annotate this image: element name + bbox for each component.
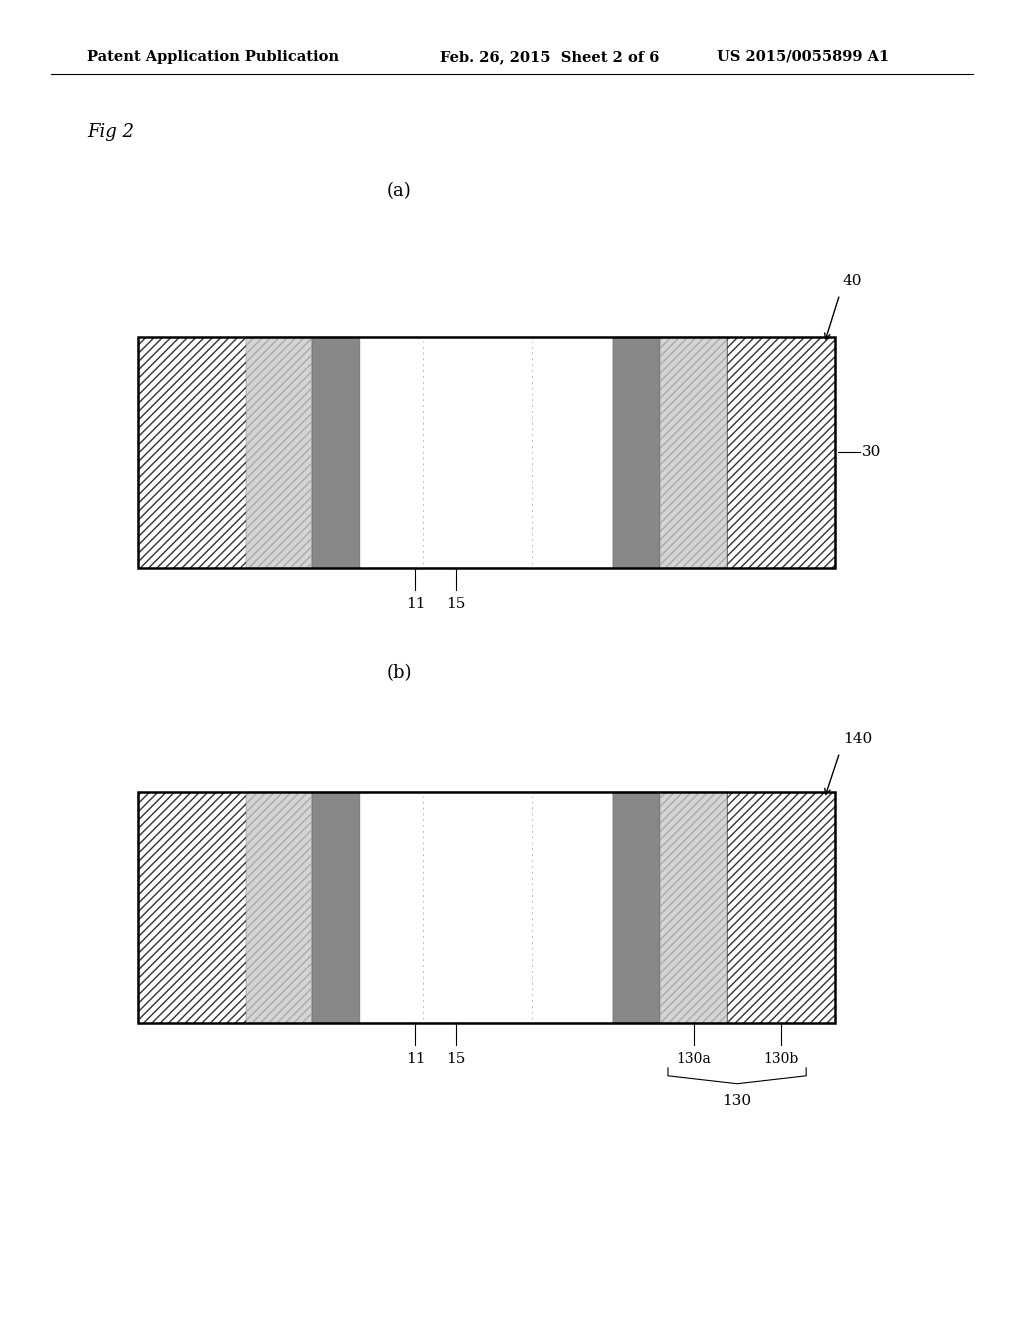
Text: (a): (a): [387, 182, 412, 201]
Bar: [727, 792, 835, 1023]
Text: 130b: 130b: [763, 1052, 799, 1067]
Bar: [660, 792, 727, 1023]
Text: 40: 40: [843, 273, 862, 288]
Bar: [660, 792, 727, 1023]
Text: Fig 2: Fig 2: [87, 123, 134, 141]
Bar: [727, 337, 835, 568]
Bar: [613, 337, 660, 568]
Bar: [138, 337, 246, 568]
Text: 15: 15: [446, 597, 466, 611]
Bar: [359, 792, 613, 1023]
Bar: [246, 792, 312, 1023]
Bar: [359, 337, 613, 568]
Bar: [312, 337, 359, 568]
Text: (b): (b): [387, 664, 412, 682]
Bar: [660, 337, 727, 568]
Bar: [660, 337, 727, 568]
Bar: [312, 792, 359, 1023]
Bar: [613, 792, 660, 1023]
Text: US 2015/0055899 A1: US 2015/0055899 A1: [717, 50, 889, 63]
Bar: [138, 792, 835, 1023]
Bar: [138, 792, 246, 1023]
Bar: [138, 337, 835, 568]
Bar: [246, 337, 312, 568]
Text: 130: 130: [723, 1094, 752, 1109]
Text: 130a: 130a: [676, 1052, 711, 1067]
Bar: [138, 337, 246, 568]
Bar: [727, 337, 835, 568]
Bar: [246, 792, 312, 1023]
Bar: [138, 792, 835, 1023]
Text: 140: 140: [843, 731, 872, 746]
Bar: [138, 337, 835, 568]
Text: 11: 11: [406, 597, 425, 611]
Text: 30: 30: [862, 445, 882, 459]
Bar: [138, 792, 246, 1023]
Text: 15: 15: [446, 1052, 466, 1067]
Text: Feb. 26, 2015  Sheet 2 of 6: Feb. 26, 2015 Sheet 2 of 6: [440, 50, 659, 63]
Bar: [246, 337, 312, 568]
Text: 11: 11: [406, 1052, 425, 1067]
Text: Patent Application Publication: Patent Application Publication: [87, 50, 339, 63]
Bar: [727, 792, 835, 1023]
